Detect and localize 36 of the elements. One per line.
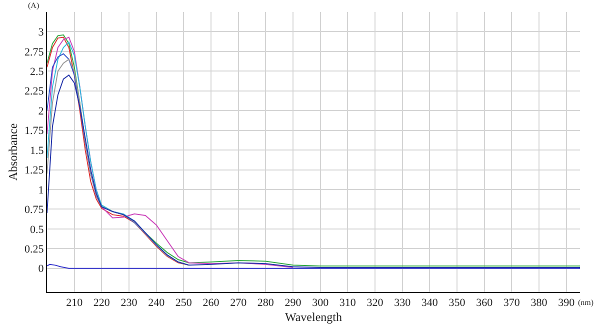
x-tick-label: 290 <box>284 297 302 310</box>
x-axis-title: Wavelength <box>284 310 342 324</box>
y-tick-label: 3 <box>38 26 44 39</box>
x-tick-label: 390 <box>558 297 576 310</box>
y-tick-label: 0.75 <box>24 204 44 216</box>
y-tick-label: 1.75 <box>24 125 44 138</box>
x-tick-label: 220 <box>93 297 110 310</box>
x-tick-label: 210 <box>66 297 84 310</box>
text: (A) <box>28 1 40 10</box>
y-tick-label: 2.25 <box>24 86 44 98</box>
text: (nm) <box>578 298 594 307</box>
x-tick-label: 260 <box>202 297 220 310</box>
y-tick-label: 2.75 <box>24 46 44 58</box>
y-tick-label: 0 <box>38 263 44 276</box>
x-tick-label: 370 <box>503 297 520 310</box>
x-tick-label: 310 <box>339 297 356 310</box>
y-tick-label: 0.25 <box>24 243 44 256</box>
y-tick-label: 1.25 <box>24 164 44 177</box>
x-tick-label: 340 <box>421 297 438 310</box>
y-tick-label: 2.5 <box>30 66 44 78</box>
y-tick-label: 0.5 <box>30 224 44 236</box>
x-tick-label: 330 <box>394 297 412 310</box>
y-tick-label: 2 <box>38 105 44 118</box>
y-axis-title: Absorbance <box>6 123 20 181</box>
x-tick-label: 280 <box>257 297 274 310</box>
x-tick-label: 240 <box>148 297 166 310</box>
x-tick-label: 230 <box>120 297 138 310</box>
x-tick-label: 380 <box>530 297 548 310</box>
y-tick-label: 1 <box>38 184 44 196</box>
y-tick-label: 1.5 <box>30 144 44 157</box>
x-tick-label: 300 <box>312 297 330 310</box>
x-tick-label: 250 <box>175 297 192 310</box>
x-tick-label: 270 <box>230 297 248 310</box>
x-tick-label: 360 <box>476 297 494 310</box>
x-tick-label: 350 <box>448 297 466 310</box>
x-tick-label: 320 <box>366 297 384 310</box>
